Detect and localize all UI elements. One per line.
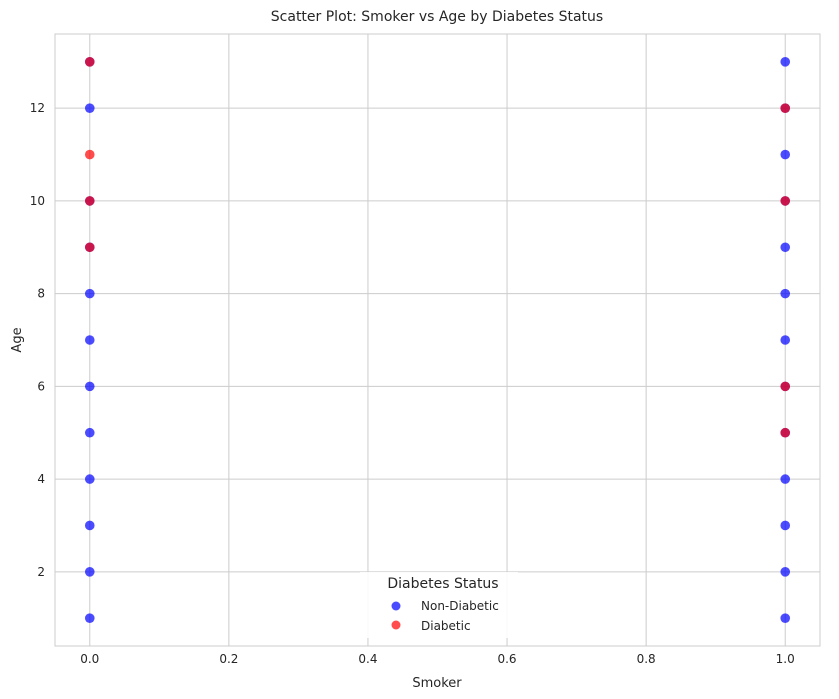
- x-tick-labels: 0.0 0.2 0.4 0.6 0.8 1.0: [80, 652, 795, 666]
- y-tick-label: 10: [30, 194, 45, 208]
- y-tick-label: 8: [37, 287, 45, 301]
- plot-frame: [54, 33, 821, 647]
- point-non-diabetic: [84, 613, 95, 623]
- x-tick-label: 0.8: [637, 652, 656, 666]
- point-diabetic: [780, 381, 791, 392]
- point-non-diabetic: [84, 427, 95, 438]
- grid: [55, 34, 820, 646]
- point-non-diabetic: [780, 520, 791, 531]
- legend: Diabetes Status Non-Diabetic Diabetic: [360, 572, 518, 638]
- x-tick-label: 0.0: [80, 652, 99, 666]
- x-tick-label: 0.2: [219, 652, 238, 666]
- point-diabetic: [84, 57, 95, 67]
- point-non-diabetic: [84, 474, 95, 484]
- y-tick-label: 12: [30, 101, 45, 115]
- legend-marker-non-diabetic: [391, 601, 401, 611]
- point-non-diabetic: [780, 567, 791, 577]
- point-non-diabetic: [84, 520, 95, 531]
- legend-marker-diabetic: [391, 620, 401, 630]
- y-tick-label: 2: [37, 565, 45, 579]
- point-non-diabetic: [780, 242, 791, 253]
- x-axis-label: Smoker: [412, 676, 462, 691]
- point-non-diabetic: [84, 381, 95, 392]
- point-diabetic: [84, 149, 95, 160]
- y-tick-labels: 2 4 6 8 10 12: [30, 101, 45, 579]
- point-diabetic: [780, 427, 791, 438]
- legend-box: [360, 572, 518, 638]
- legend-label-non-diabetic: Non-Diabetic: [421, 599, 499, 613]
- x-tick-label: 0.4: [358, 652, 377, 666]
- point-non-diabetic: [780, 288, 791, 299]
- point-non-diabetic: [84, 335, 95, 345]
- point-non-diabetic: [84, 567, 95, 577]
- x-tick-label: 0.6: [497, 652, 516, 666]
- data-points: [84, 57, 791, 623]
- point-diabetic: [780, 196, 791, 206]
- point-non-diabetic: [84, 103, 95, 113]
- point-non-diabetic: [780, 149, 791, 160]
- point-non-diabetic: [84, 288, 95, 299]
- legend-title: Diabetes Status: [387, 576, 498, 592]
- y-tick-label: 4: [37, 472, 45, 486]
- point-non-diabetic: [780, 335, 791, 345]
- chart-title: Scatter Plot: Smoker vs Age by Diabetes …: [271, 9, 603, 25]
- point-diabetic: [780, 103, 791, 113]
- point-non-diabetic: [780, 57, 791, 67]
- point-diabetic: [84, 196, 95, 206]
- point-non-diabetic: [780, 474, 791, 484]
- point-diabetic: [84, 242, 95, 253]
- point-non-diabetic: [780, 613, 791, 623]
- legend-label-diabetic: Diabetic: [421, 619, 471, 633]
- x-tick-label: 1.0: [776, 652, 795, 666]
- y-tick-label: 6: [37, 379, 45, 393]
- y-axis-label: Age: [10, 327, 25, 352]
